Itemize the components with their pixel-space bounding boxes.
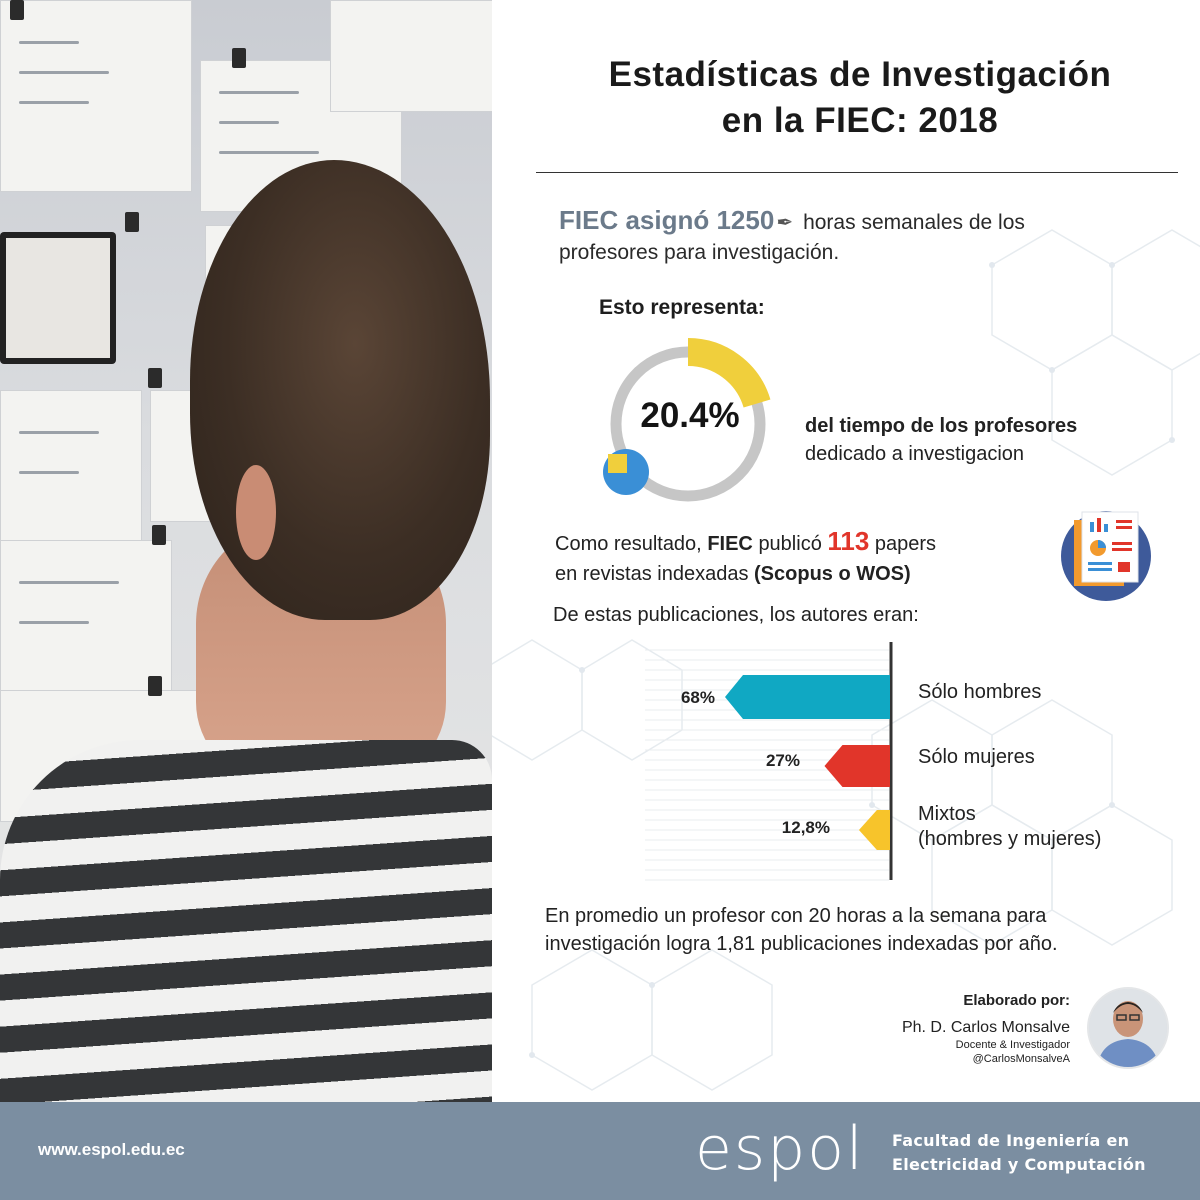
bar-0 <box>725 675 890 719</box>
summary-line-1: En promedio un profesor con 20 horas a l… <box>545 905 1047 927</box>
percentage-desc-bold: del tiempo de los profesores <box>805 415 1078 437</box>
footer-bar: www.espol.edu.ec <box>0 1102 1200 1200</box>
category-label-mujeres: Sólo mujeres <box>918 746 1035 768</box>
pinned-sheet <box>330 0 492 112</box>
category-label-mixtos: Mixtos (hombres y mujeres) <box>918 802 1101 852</box>
website-link[interactable]: www.espol.edu.ec <box>38 1140 185 1159</box>
title-line-1: Estadísticas de Investigación <box>608 55 1112 94</box>
faculty-name: Facultad de Ingeniería en Electricidad y… <box>892 1129 1146 1177</box>
authors-intro: De estas publicaciones, los autores eran… <box>553 604 919 626</box>
espol-logo: espol <box>695 1114 865 1184</box>
hours-assigned-text: horas semanales de los <box>803 211 1025 234</box>
percentage-donut <box>603 338 771 502</box>
clock-icon <box>603 449 649 495</box>
page-title: Estadísticas de Investigación en la FIEC… <box>520 52 1200 144</box>
papers-count: 113 <box>827 526 870 556</box>
papers-post: papers <box>874 533 937 555</box>
percentage-value: 20.4% <box>640 396 740 435</box>
category-label-mixtos-1: Mixtos <box>918 803 976 825</box>
background-photo <box>0 0 492 1102</box>
papers-line2-bold: (Scopus o WOS) <box>754 563 911 585</box>
papers-line2: en revistas indexadas <box>555 563 749 585</box>
donut-fill <box>687 338 771 408</box>
person-head <box>190 160 490 620</box>
bar-value-label: 27% <box>765 751 800 770</box>
represent-label: Esto representa: <box>599 296 765 319</box>
hours-assignment: FIEC asignó 1250 ✒ horas semanales de los … <box>559 205 1119 268</box>
author-avatar <box>1087 987 1169 1069</box>
category-label-hombres: Sólo hombres <box>918 681 1042 703</box>
bar-value-label: 12,8% <box>781 818 830 837</box>
title-line-2: en la FIEC: 2018 <box>721 101 999 140</box>
percentage-description: del tiempo de los profesores dedicado a … <box>805 412 1077 468</box>
author-handle: @CarlosMonsalveA <box>972 1053 1070 1065</box>
bar-value-label: 68% <box>680 688 715 707</box>
title-divider <box>536 172 1178 173</box>
report-document-icon <box>1061 511 1151 601</box>
striped-sweater <box>0 740 492 1102</box>
pin-icon: ✒ <box>776 212 794 234</box>
author-credit: Elaborado por: Ph. D. Carlos Monsalve Do… <box>902 992 1070 1065</box>
papers-published: Como resultado, FIEC publicó 113 papers … <box>555 526 1055 589</box>
summary-text: En promedio un profesor con 20 horas a l… <box>545 902 1185 958</box>
author-heading: Elaborado por: <box>963 992 1070 1009</box>
summary-line-2: investigación logra 1,81 publicaciones i… <box>545 933 1058 955</box>
authors-bar-chart <box>645 642 893 881</box>
wall-monitor <box>0 232 116 364</box>
faculty-line-1: Facultad de Ingeniería en <box>892 1131 1130 1150</box>
author-name: Ph. D. Carlos Monsalve <box>901 1019 1070 1036</box>
papers-pre: Como resultado, <box>555 533 702 555</box>
hours-assigned-line2: profesores para investigación. <box>559 241 840 264</box>
author-role: Docente & Investigador <box>955 1039 1070 1051</box>
papers-publico: publicó <box>758 533 822 555</box>
papers-fiec: FIEC <box>707 533 753 555</box>
pinned-sheet <box>0 0 192 192</box>
category-label-mixtos-2: (hombres y mujeres) <box>918 828 1102 850</box>
bar-1 <box>824 745 890 787</box>
pinned-sheet <box>0 540 172 712</box>
bar-2 <box>858 810 890 850</box>
hours-assigned-value: FIEC asignó 1250 <box>559 205 775 235</box>
percentage-desc: dedicado a investigacion <box>805 443 1025 465</box>
faculty-line-2: Electricidad y Computación <box>892 1155 1146 1174</box>
